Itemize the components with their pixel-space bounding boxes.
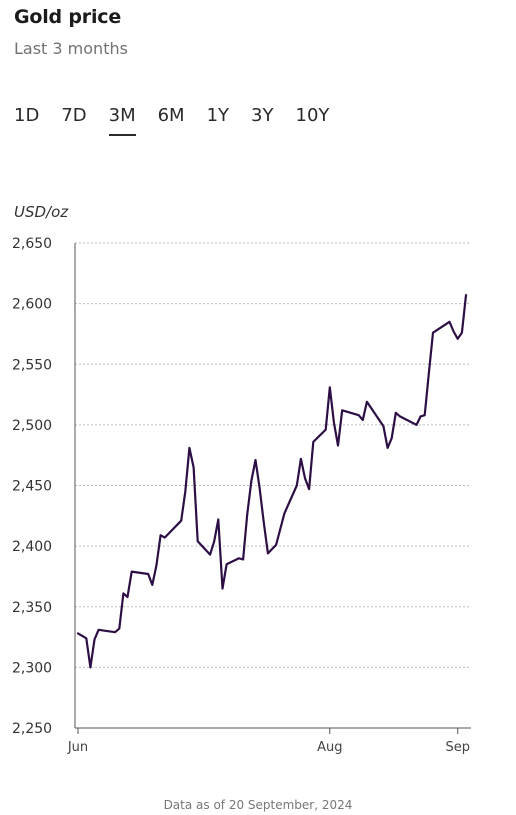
tab-6m[interactable]: 6M xyxy=(157,105,185,126)
x-tick-label: Jun xyxy=(67,740,88,755)
x-tick-label: Aug xyxy=(317,740,342,755)
tab-3y[interactable]: 3Y xyxy=(251,105,274,126)
data-as-of-note: Data as of 20 September, 2024 xyxy=(163,798,353,812)
gold-price-series-line xyxy=(76,294,468,669)
x-tick-label: Sep xyxy=(445,740,470,755)
tab-10y[interactable]: 10Y xyxy=(295,105,330,126)
y-axis-unit-label: USD/oz xyxy=(14,203,69,221)
y-tick-label: 2,600 xyxy=(12,297,52,313)
y-tick-label: 2,300 xyxy=(12,660,52,676)
y-tick-label: 2,400 xyxy=(12,539,52,555)
page-title: Gold price xyxy=(14,6,122,28)
y-tick-label: 2,650 xyxy=(12,236,52,252)
tab-7d[interactable]: 7D xyxy=(61,105,87,126)
y-tick-label: 2,350 xyxy=(12,600,52,616)
tab-1y[interactable]: 1Y xyxy=(206,105,230,126)
tab-3m[interactable]: 3M xyxy=(108,105,136,136)
y-tick-label: 2,450 xyxy=(12,479,52,495)
range-tabs: 1D 7D 3M 6M 1Y 3Y 10Y xyxy=(14,105,329,136)
y-tick-label: 2,500 xyxy=(12,418,52,434)
page-subtitle: Last 3 months xyxy=(14,39,128,58)
y-tick-label: 2,250 xyxy=(12,721,52,737)
y-tick-label: 2,550 xyxy=(12,357,52,373)
tab-1d[interactable]: 1D xyxy=(14,105,40,126)
